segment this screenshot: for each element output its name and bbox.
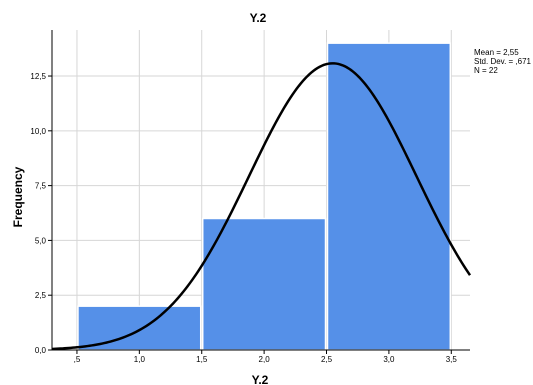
x-tick-label-0: ,5 bbox=[74, 355, 81, 364]
y-axis-label: Frequency bbox=[11, 166, 25, 227]
x-axis-label: Y.2 bbox=[252, 373, 269, 385]
bar-0 bbox=[77, 305, 202, 351]
y-tick-label-5: 12,5 bbox=[30, 72, 46, 81]
x-tick-label-6: 3,5 bbox=[446, 355, 458, 364]
y-tick-label-2: 5,0 bbox=[35, 236, 47, 245]
histogram-bars bbox=[77, 42, 452, 351]
y-tick-label-1: 2,5 bbox=[35, 291, 47, 300]
x-tick-label-1: 1,0 bbox=[134, 355, 146, 364]
normal-curve bbox=[51, 62, 472, 351]
y-tick-label-0: 0,0 bbox=[35, 346, 47, 355]
stats-mean: Mean = 2,55 bbox=[474, 48, 519, 57]
y-tick-label-4: 10,0 bbox=[30, 127, 46, 136]
y-tick-label-3: 7,5 bbox=[35, 182, 47, 191]
y-tick-labels: 0,0 2,5 5,0 7,5 10,0 12,5 bbox=[30, 72, 46, 355]
bar-2 bbox=[326, 42, 452, 351]
x-tick-label-4: 2,5 bbox=[321, 355, 333, 364]
bar-1 bbox=[201, 217, 327, 351]
chart-title: Y.2 bbox=[250, 11, 267, 25]
x-tick-label-3: 2,0 bbox=[259, 355, 271, 364]
stats-sd: Std. Dev. = ,671 bbox=[474, 57, 532, 66]
stats-box: Mean = 2,55 Std. Dev. = ,671 N = 22 bbox=[474, 48, 532, 75]
axes bbox=[48, 30, 470, 354]
x-tick-label-2: 1,5 bbox=[196, 355, 208, 364]
x-tick-label-5: 3,0 bbox=[383, 355, 395, 364]
x-tick-labels: ,5 1,0 1,5 2,0 2,5 3,0 3,5 bbox=[74, 355, 458, 364]
stats-n: N = 22 bbox=[474, 66, 498, 75]
